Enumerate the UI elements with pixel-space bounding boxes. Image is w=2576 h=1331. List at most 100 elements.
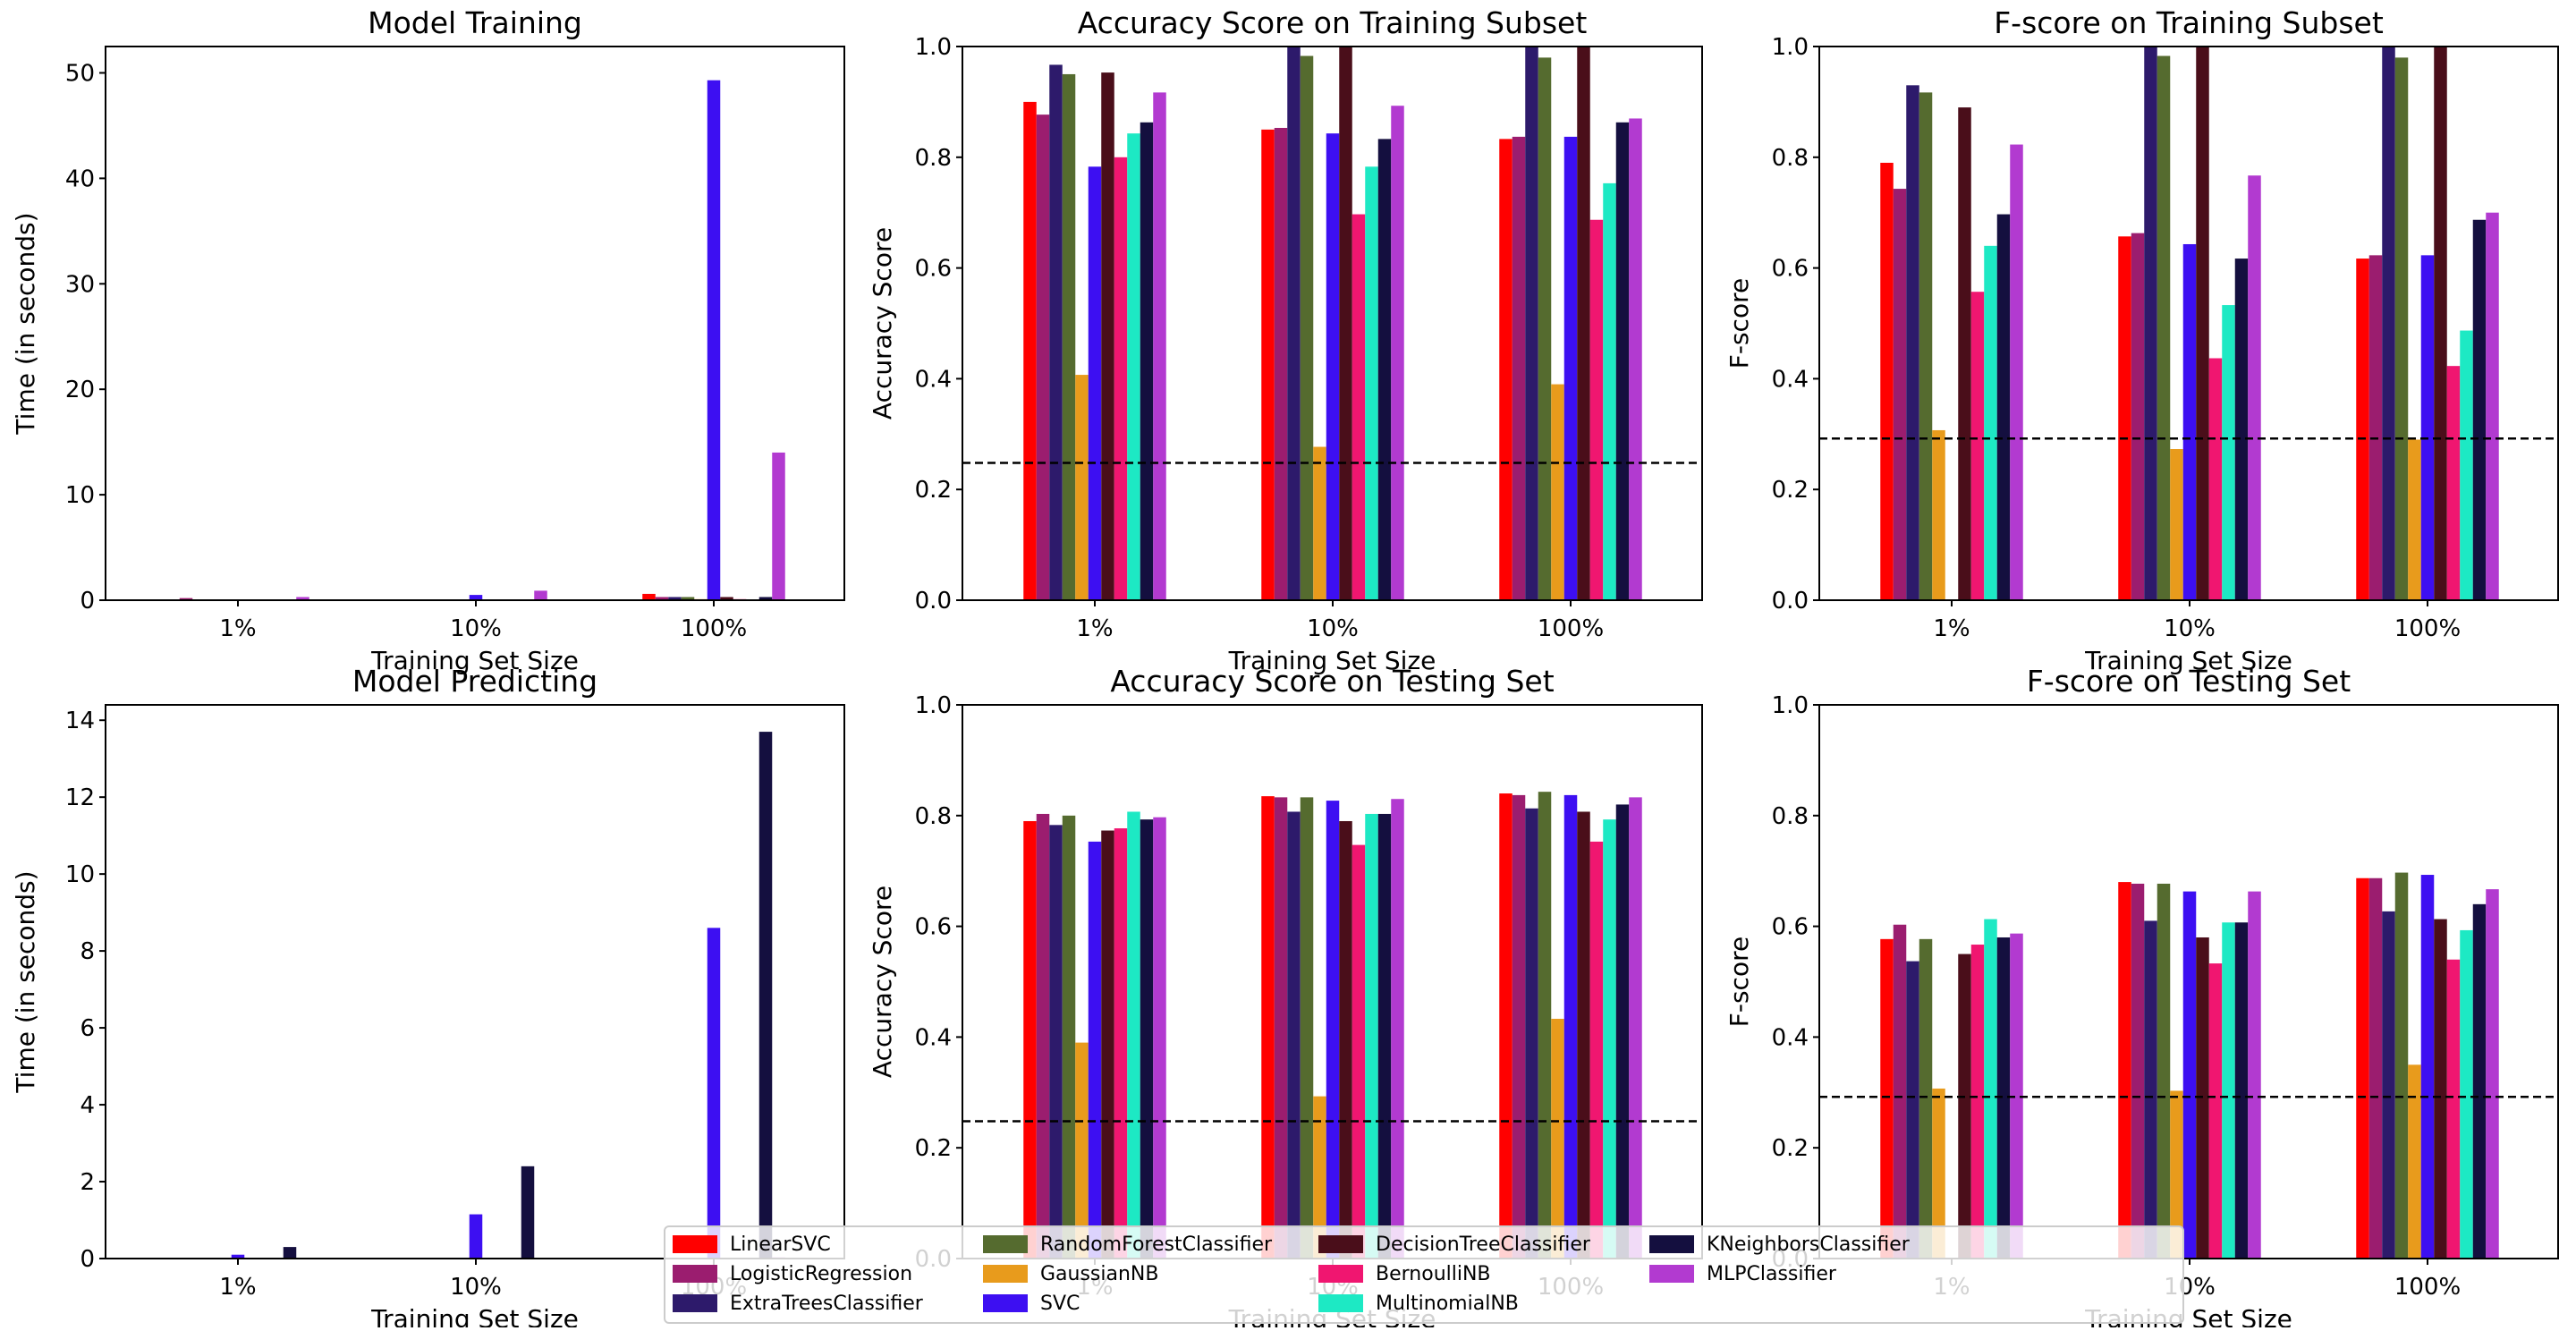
bar-4-9-1 — [1378, 814, 1392, 1259]
legend-swatch — [983, 1265, 1028, 1283]
y-tick-label-0-3: 30 — [65, 271, 95, 298]
bar-2-9-0 — [1997, 215, 2011, 600]
bar-5-10-1 — [2248, 892, 2261, 1259]
bar-4-1-1 — [1275, 797, 1288, 1259]
legend-item: DecisionTreeClassifier — [1318, 1229, 1590, 1259]
bar-1-9-2 — [1616, 123, 1630, 600]
legend-label: LinearSVC — [730, 1234, 831, 1256]
bar-1-2-0 — [1049, 64, 1063, 600]
bar-4-5-1 — [1326, 801, 1340, 1259]
bar-4-8-0 — [1127, 811, 1140, 1259]
legend-swatch — [673, 1294, 717, 1312]
bar-2-1-1 — [2131, 233, 2145, 600]
bar-4-4-2 — [1551, 1019, 1564, 1259]
y-axis-label-5: F-score — [1724, 937, 1754, 1027]
legend-swatch — [673, 1235, 717, 1253]
y-tick-label-1-2: 0.4 — [915, 366, 952, 393]
y-tick-label-3-6: 12 — [65, 784, 95, 811]
legend-label: GaussianNB — [1040, 1263, 1158, 1285]
bar-5-0-1 — [2118, 882, 2131, 1259]
bar-4-0-0 — [1023, 821, 1037, 1259]
bar-1-1-2 — [1513, 137, 1526, 600]
legend-label: ExtraTreesClassifier — [730, 1293, 923, 1315]
bar-1-5-1 — [1326, 133, 1340, 600]
bar-2-7-2 — [2447, 366, 2461, 600]
y-tick-label-5-3: 0.6 — [1772, 914, 1809, 941]
bar-5-9-2 — [2473, 904, 2487, 1259]
legend-swatch — [983, 1235, 1028, 1253]
bar-1-3-2 — [1538, 57, 1552, 600]
legend-label: DecisionTreeClassifier — [1376, 1234, 1590, 1256]
axes-frame-0 — [106, 47, 844, 600]
bar-4-7-1 — [1352, 845, 1366, 1259]
bar-2-2-0 — [1906, 85, 1919, 600]
legend-label: SVC — [1040, 1293, 1080, 1315]
bar-2-8-0 — [1984, 246, 1997, 600]
x-tick-label-2-1: 10% — [2164, 615, 2216, 642]
bar-2-2-2 — [2382, 47, 2395, 600]
bar-1-9-1 — [1378, 139, 1392, 600]
y-tick-label-4-1: 0.2 — [915, 1135, 952, 1162]
y-tick-label-5-5: 1.0 — [1772, 692, 1809, 719]
x-tick-label-2-0: 1% — [1933, 615, 1970, 642]
legend-item: RandomForestClassifier — [983, 1229, 1272, 1259]
y-axis-label-4: Accuracy Score — [868, 886, 897, 1078]
y-tick-label-0-5: 50 — [65, 60, 95, 87]
y-tick-label-3-4: 8 — [80, 938, 95, 965]
y-tick-label-2-4: 0.8 — [1772, 145, 1809, 172]
bar-5-8-0 — [1984, 920, 1997, 1259]
chart-title-3: Model Predicting — [352, 664, 597, 699]
bar-4-3-0 — [1063, 816, 1076, 1259]
bar-1-7-2 — [1590, 220, 1604, 600]
y-tick-label-2-5: 1.0 — [1772, 34, 1809, 61]
bar-1-1-0 — [1037, 114, 1050, 600]
legend-item: MLPClassifier — [1649, 1259, 1836, 1289]
bar-5-5-1 — [2183, 892, 2197, 1259]
bar-2-6-1 — [2196, 47, 2209, 600]
y-tick-label-2-0: 0.0 — [1772, 588, 1809, 615]
bar-3-5-1 — [470, 1215, 483, 1259]
bar-1-7-0 — [1114, 157, 1128, 600]
y-tick-label-3-7: 14 — [65, 708, 95, 734]
bar-5-3-1 — [2157, 884, 2171, 1259]
bar-4-8-2 — [1603, 819, 1616, 1259]
bar-2-8-2 — [2460, 331, 2473, 600]
bar-2-4-2 — [2408, 439, 2421, 600]
bar-4-6-1 — [1339, 821, 1352, 1259]
bar-2-3-0 — [1919, 92, 1933, 600]
bar-2-8-1 — [2222, 305, 2235, 600]
bar-5-2-2 — [2382, 911, 2395, 1259]
bar-2-4-1 — [2170, 449, 2183, 600]
bar-2-5-2 — [2421, 255, 2435, 600]
x-tick-label-3-0: 1% — [219, 1274, 256, 1301]
bar-2-6-2 — [2434, 47, 2447, 600]
bar-4-10-0 — [1153, 818, 1166, 1259]
bar-5-1-1 — [2131, 884, 2145, 1259]
bar-5-7-1 — [2209, 963, 2223, 1259]
bar-2-7-0 — [1971, 292, 1985, 600]
bar-1-10-2 — [1629, 118, 1642, 600]
legend-item: GaussianNB — [983, 1259, 1158, 1289]
bar-5-0-0 — [1880, 939, 1894, 1259]
x-tick-label-1-2: 100% — [1538, 615, 1604, 642]
bar-2-10-1 — [2248, 175, 2261, 600]
bar-2-1-0 — [1894, 189, 1907, 600]
bar-2-9-1 — [2235, 259, 2249, 600]
bar-1-6-0 — [1101, 72, 1114, 600]
bar-1-8-0 — [1127, 133, 1140, 600]
bar-5-10-2 — [2486, 889, 2499, 1259]
bar-2-4-0 — [1932, 430, 1945, 600]
legend-swatch — [1318, 1235, 1363, 1253]
chart-title-0: Model Training — [368, 5, 582, 40]
y-axis-label-3: Time (in seconds) — [11, 870, 40, 1093]
bar-2-3-1 — [2157, 56, 2171, 600]
y-tick-label-3-2: 4 — [80, 1092, 95, 1119]
y-tick-label-2-3: 0.6 — [1772, 256, 1809, 283]
bar-2-1-2 — [2369, 255, 2383, 600]
legend-label: MLPClassifier — [1707, 1263, 1836, 1285]
bar-4-3-2 — [1538, 792, 1552, 1259]
legend-item: ExtraTreesClassifier — [673, 1288, 923, 1318]
legend-item: BernoulliNB — [1318, 1259, 1491, 1289]
chart-title-4: Accuracy Score on Testing Set — [1110, 664, 1554, 699]
